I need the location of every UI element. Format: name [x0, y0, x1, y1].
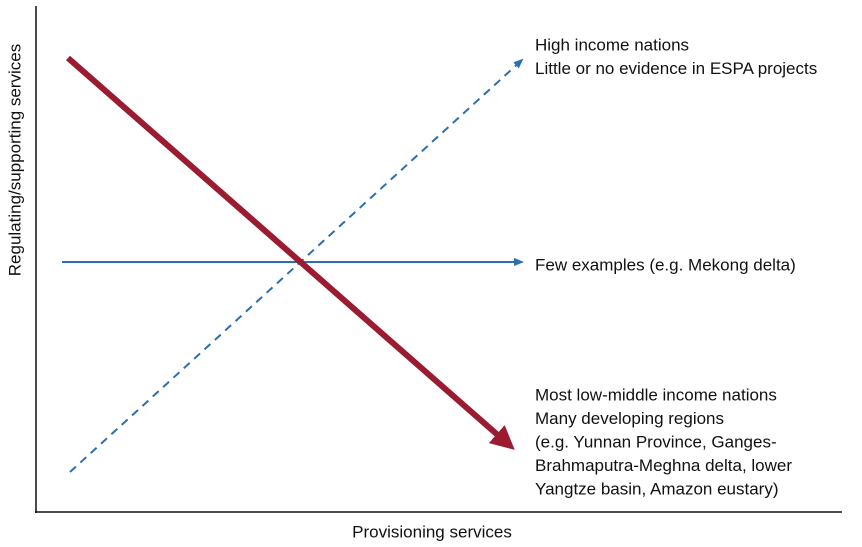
annotation-line: Brahmaputra-Meghna delta, lower — [535, 456, 792, 475]
annotation-line: (e.g. Yunnan Province, Ganges- — [535, 432, 777, 451]
annotation-line: Most low-middle income nations — [535, 385, 777, 404]
dashed-arrow — [69, 58, 524, 473]
red-arrow — [66, 55, 515, 450]
annotation-line: Few examples (e.g. Mekong delta) — [535, 255, 796, 274]
annotations: High income nations Little or no evidence… — [535, 35, 817, 498]
x-axis-label: Provisioning services — [352, 522, 512, 541]
y-axis-label: Regulating/supporting services — [5, 44, 24, 276]
annotation-line: Little or no evidence in ESPA projects — [535, 59, 817, 78]
annotation-line: High income nations — [535, 35, 689, 54]
annotation-line: Many developing regions — [535, 409, 724, 428]
annotation-line: Yangtze basin, Amazon eustary) — [535, 479, 779, 498]
